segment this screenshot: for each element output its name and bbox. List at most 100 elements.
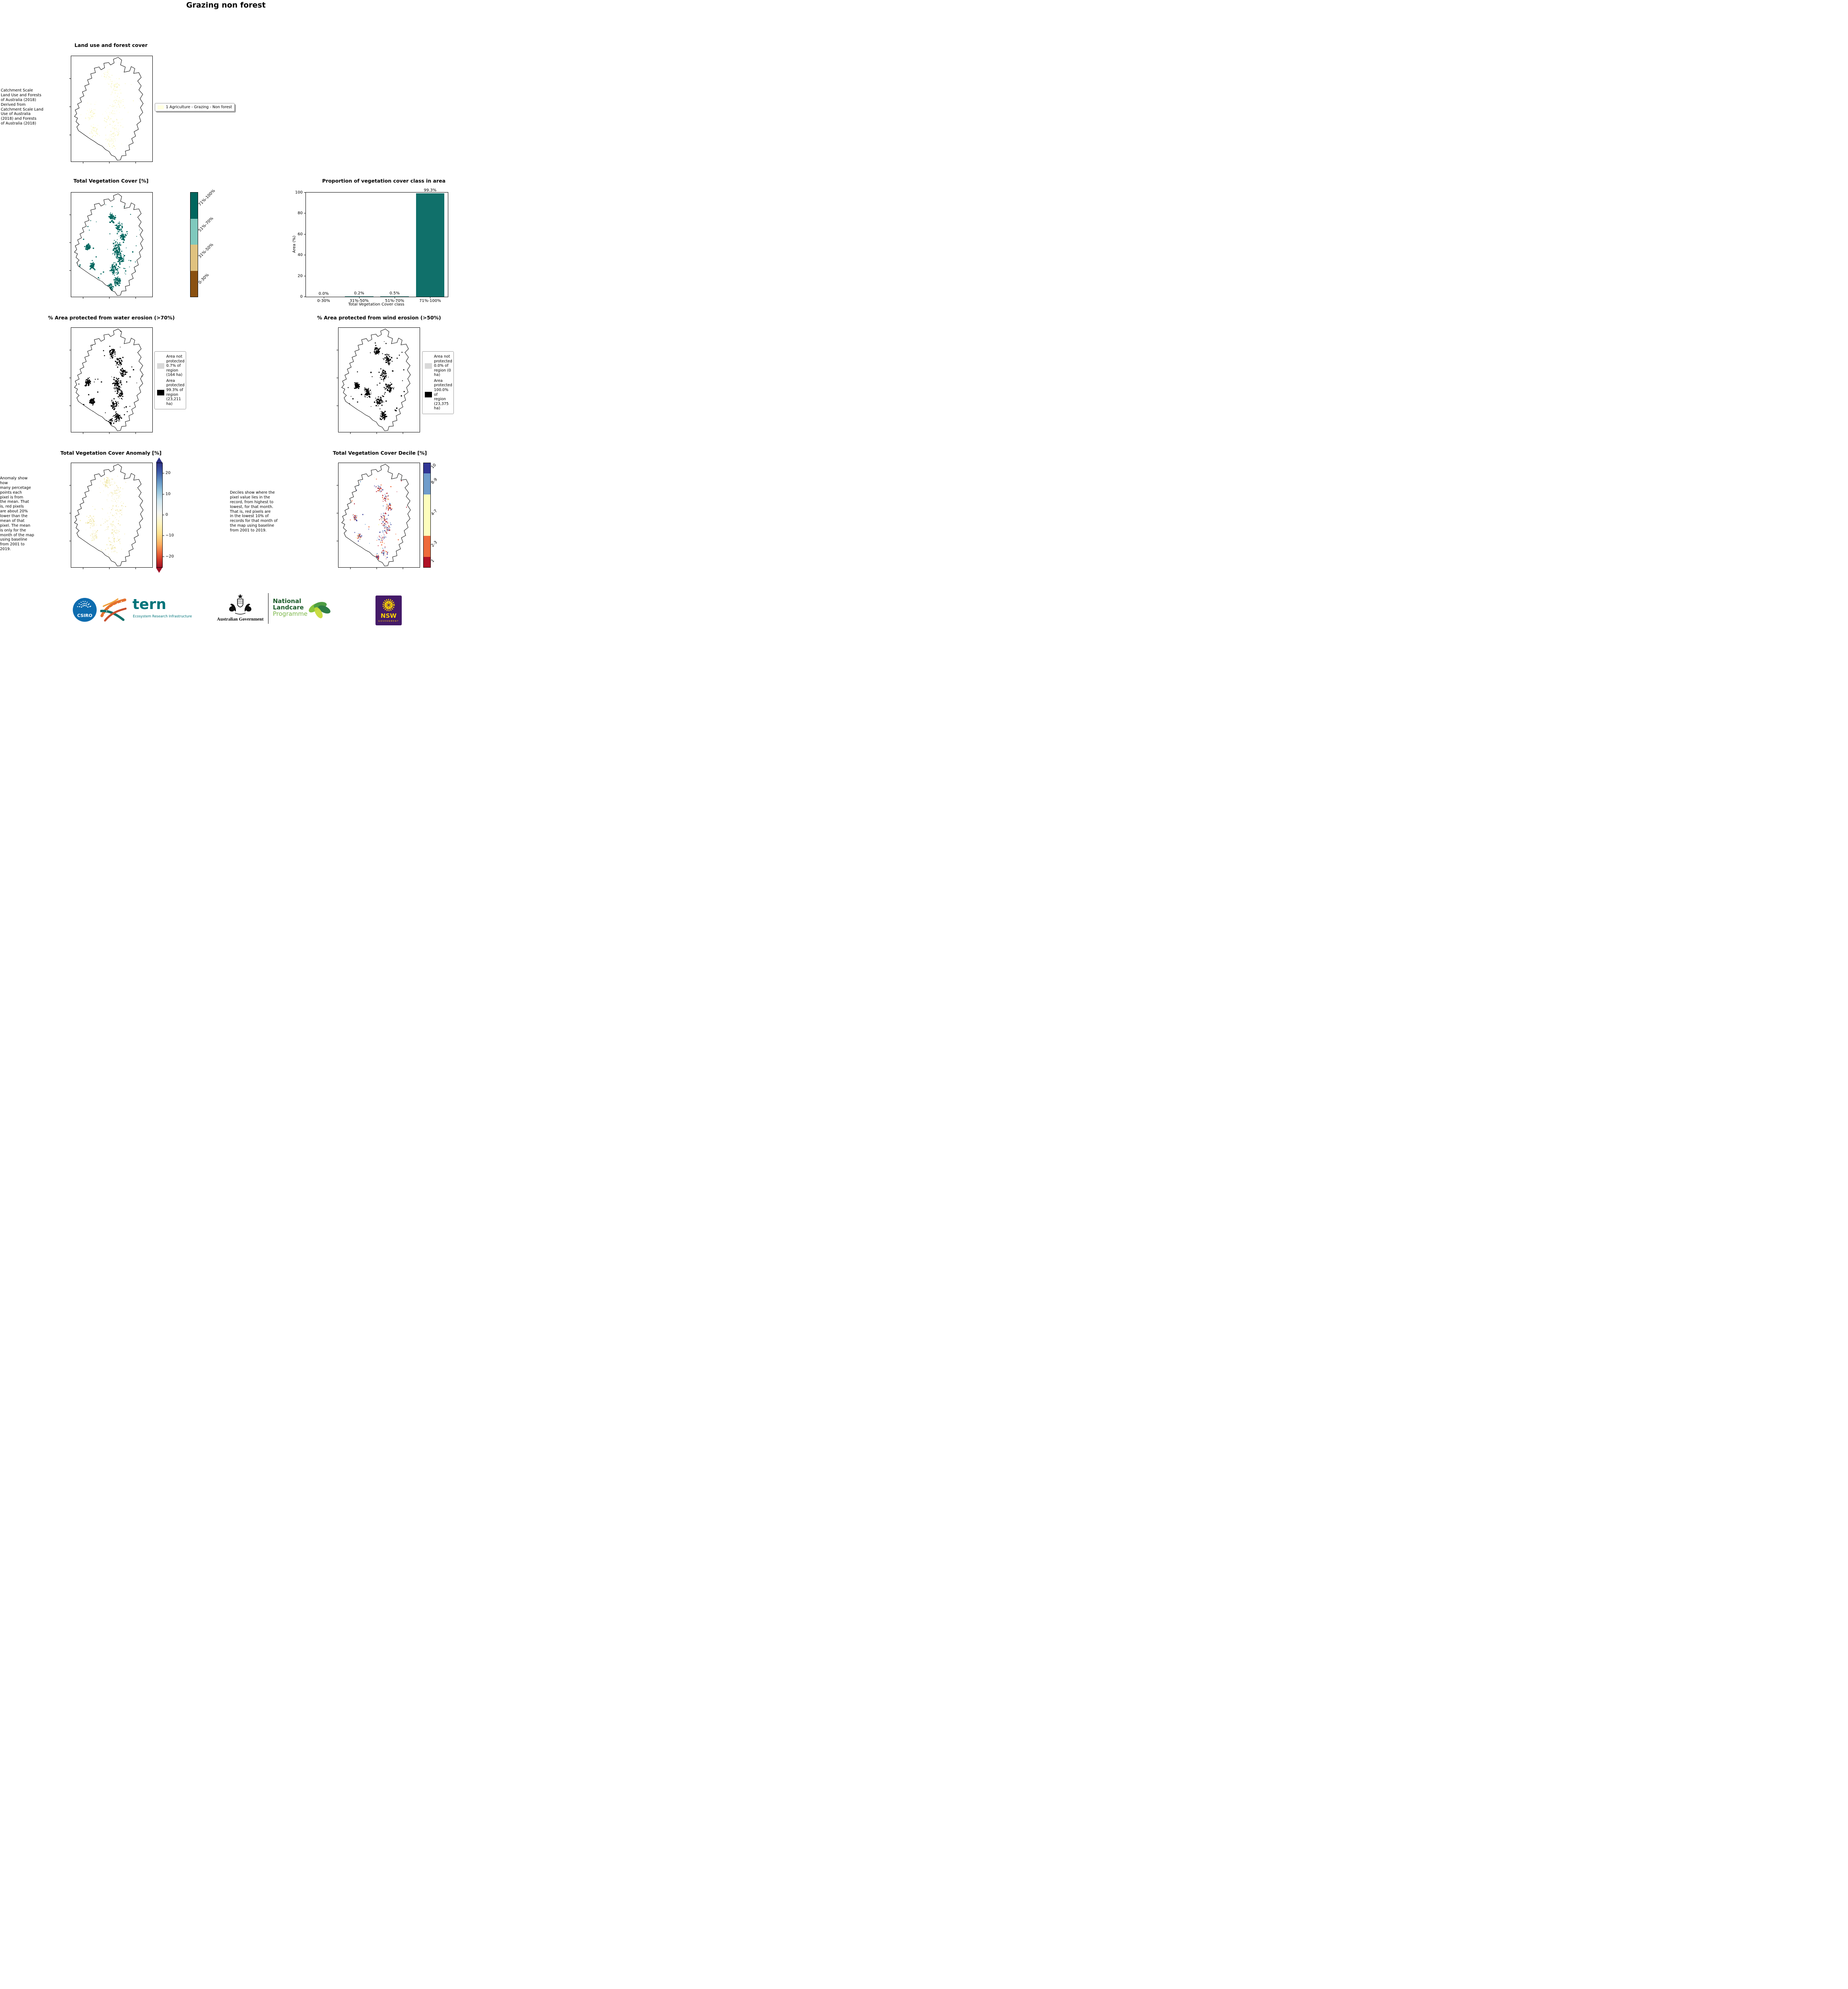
colorbar-tick-label: 10	[430, 463, 437, 470]
catchment-boundary	[74, 193, 144, 296]
x-tick-label: 31%-50%	[349, 299, 369, 303]
csiro-logo: CSIRO	[73, 598, 97, 622]
colorbar-tick-label: 8-9	[430, 477, 438, 485]
water-erosion-map	[69, 327, 153, 434]
colorbar-tick-label: 31%-50%	[198, 242, 214, 259]
decile-title: Total Vegetation Cover Decile [%]	[333, 450, 427, 456]
legend-swatch	[157, 363, 164, 369]
anomaly-colorbar-lower-arrow	[156, 568, 162, 573]
colorbar-tick-label: 71%-100%	[198, 188, 216, 207]
y-tick-label: 80	[298, 211, 303, 216]
colorbar-tick-label: −10	[165, 533, 174, 538]
y-tick-label: 0	[300, 294, 303, 299]
decile-side-note: Deciles show where the pixel value lies …	[230, 490, 278, 533]
colorbar-tick-label: 1	[430, 558, 436, 564]
decile-map	[337, 463, 420, 569]
chart-y-axis-label: Area (%)	[292, 235, 297, 253]
x-tick-mark	[359, 297, 360, 298]
bar-value-label: 0.2%	[354, 291, 364, 296]
chart-title: Proportion of vegetation cover class in …	[322, 178, 446, 184]
landuse-map	[69, 56, 153, 164]
legend-label: Area not protected 0.0% of region (0 ha)	[434, 354, 452, 378]
x-tick-label: 51%-70%	[385, 299, 405, 303]
anomaly-pixels	[77, 465, 143, 560]
water-erosion-map-canvas	[69, 329, 144, 434]
anomaly-colorbar-upper-arrow	[156, 457, 162, 463]
y-tick-label: 20	[298, 274, 303, 278]
colorbar-tick-label: 51%-70%	[198, 216, 214, 233]
colorbar-tick-label: 4-7	[430, 509, 438, 517]
legend-swatch	[425, 363, 432, 369]
wind-erosion-title: % Area protected from wind erosion (>50%…	[317, 315, 441, 321]
colorbar-segment	[191, 193, 198, 219]
x-tick-label: 71%-100%	[419, 299, 441, 303]
bar	[345, 296, 373, 297]
legend-label: Area not protected 0.7% of region (164 h…	[166, 354, 185, 378]
page-title: Grazing non forest	[186, 1, 266, 10]
colorbar-tick-label: 20	[165, 471, 171, 475]
bar	[416, 193, 445, 297]
bar-chart-plot: 0.0% 0-30% 0.2% 31%-50% 0.5% 51%-70% 99.3% 71%-…	[295, 188, 448, 303]
decile-map-canvas	[337, 464, 411, 569]
colorbar-segment	[424, 473, 430, 494]
colorbar-tick-mark	[163, 535, 164, 536]
veg-cover-map	[69, 192, 153, 299]
wind-erosion-legend: Area not protected 0.0% of region (0 ha)…	[422, 351, 454, 414]
colorbar-segment	[424, 557, 430, 567]
colorbar-segment	[191, 218, 198, 245]
australian-government-label: Australian Government	[217, 617, 264, 622]
catchment-boundary	[341, 464, 411, 566]
bar	[380, 296, 409, 297]
landuse-legend: 1 Agriculture - Grazing - Non forest	[155, 103, 235, 111]
colorbar-segment	[191, 271, 198, 297]
legend-swatch	[157, 389, 164, 395]
australian-coat-of-arms	[229, 594, 251, 615]
colorbar-segment	[424, 494, 430, 536]
landuse-side-note: Catchment Scale Land Use and Forests of …	[1, 88, 44, 126]
landcare-label-line1: National	[273, 597, 302, 605]
catchment-boundary	[74, 57, 144, 161]
x-tick-label: 0-30%	[317, 299, 330, 303]
colorbar-segment	[424, 463, 430, 474]
colorbar-tick-label: 0	[165, 512, 168, 517]
anomaly-side-note: Anomaly show how many percetage points e…	[0, 476, 34, 552]
y-tick-label: 40	[298, 253, 303, 257]
anomaly-colorbar-gradient	[156, 463, 163, 568]
wind-pixels	[342, 329, 410, 431]
landuse-map-canvas	[69, 57, 144, 164]
nsw-government-logo: NSW GOVERNMENT	[375, 596, 402, 625]
legend-entry: Area not protected 0.7% of region (164 h…	[157, 354, 185, 378]
decile-colorbar: 10 8-9 4-7 2-3 1	[423, 463, 438, 568]
landuse-pixels	[76, 62, 139, 160]
legend-label: Area protected 100.0% of region (23,375 …	[434, 378, 452, 411]
veg-pixels	[74, 203, 143, 296]
anomaly-map-canvas	[69, 464, 144, 569]
landuse-legend-label: 1 Agriculture - Grazing - Non forest	[166, 105, 232, 109]
legend-entry: Area protected 99.3% of region (23,211 h…	[157, 378, 185, 406]
wind-erosion-map-canvas	[337, 329, 411, 434]
veg-cover-map-canvas	[69, 193, 144, 299]
landuse-title: Land use and forest cover	[74, 42, 148, 48]
y-tick-mark	[304, 213, 306, 214]
catchment-boundary	[74, 464, 144, 566]
csiro-wordmark: CSIRO	[77, 613, 92, 618]
bar-value-label: 0.0%	[318, 292, 329, 296]
csiro-starburst-dots	[77, 601, 91, 608]
veg-cover-colorbar: 71%-100% 51%-70% 31%-50% 0-30%	[190, 189, 216, 297]
colorbar-segment	[191, 245, 198, 271]
nsw-wordmark: NSW	[381, 612, 397, 619]
wind-erosion-map	[337, 327, 420, 434]
water-pixels	[77, 329, 143, 431]
catchment-boundary	[74, 329, 144, 431]
legend-entry: Area not protected 0.0% of region (0 ha)	[425, 354, 452, 378]
report-page: Grazing non forest Land use and forest c…	[0, 0, 462, 629]
legend-swatch	[425, 392, 432, 398]
indigenous-artwork-logo	[100, 598, 126, 622]
tern-tagline: Ecosystem Research Infrastructure	[133, 615, 192, 619]
y-tick-label: 60	[298, 232, 303, 237]
landcare-label-line3: Programme	[273, 610, 308, 617]
legend-label: Area protected 99.3% of region (23,211 h…	[166, 378, 185, 406]
colorbar-tick-label: −20	[165, 554, 174, 559]
decile-pixels	[342, 466, 407, 562]
veg-cover-title: Total Vegetation Cover [%]	[73, 178, 149, 184]
